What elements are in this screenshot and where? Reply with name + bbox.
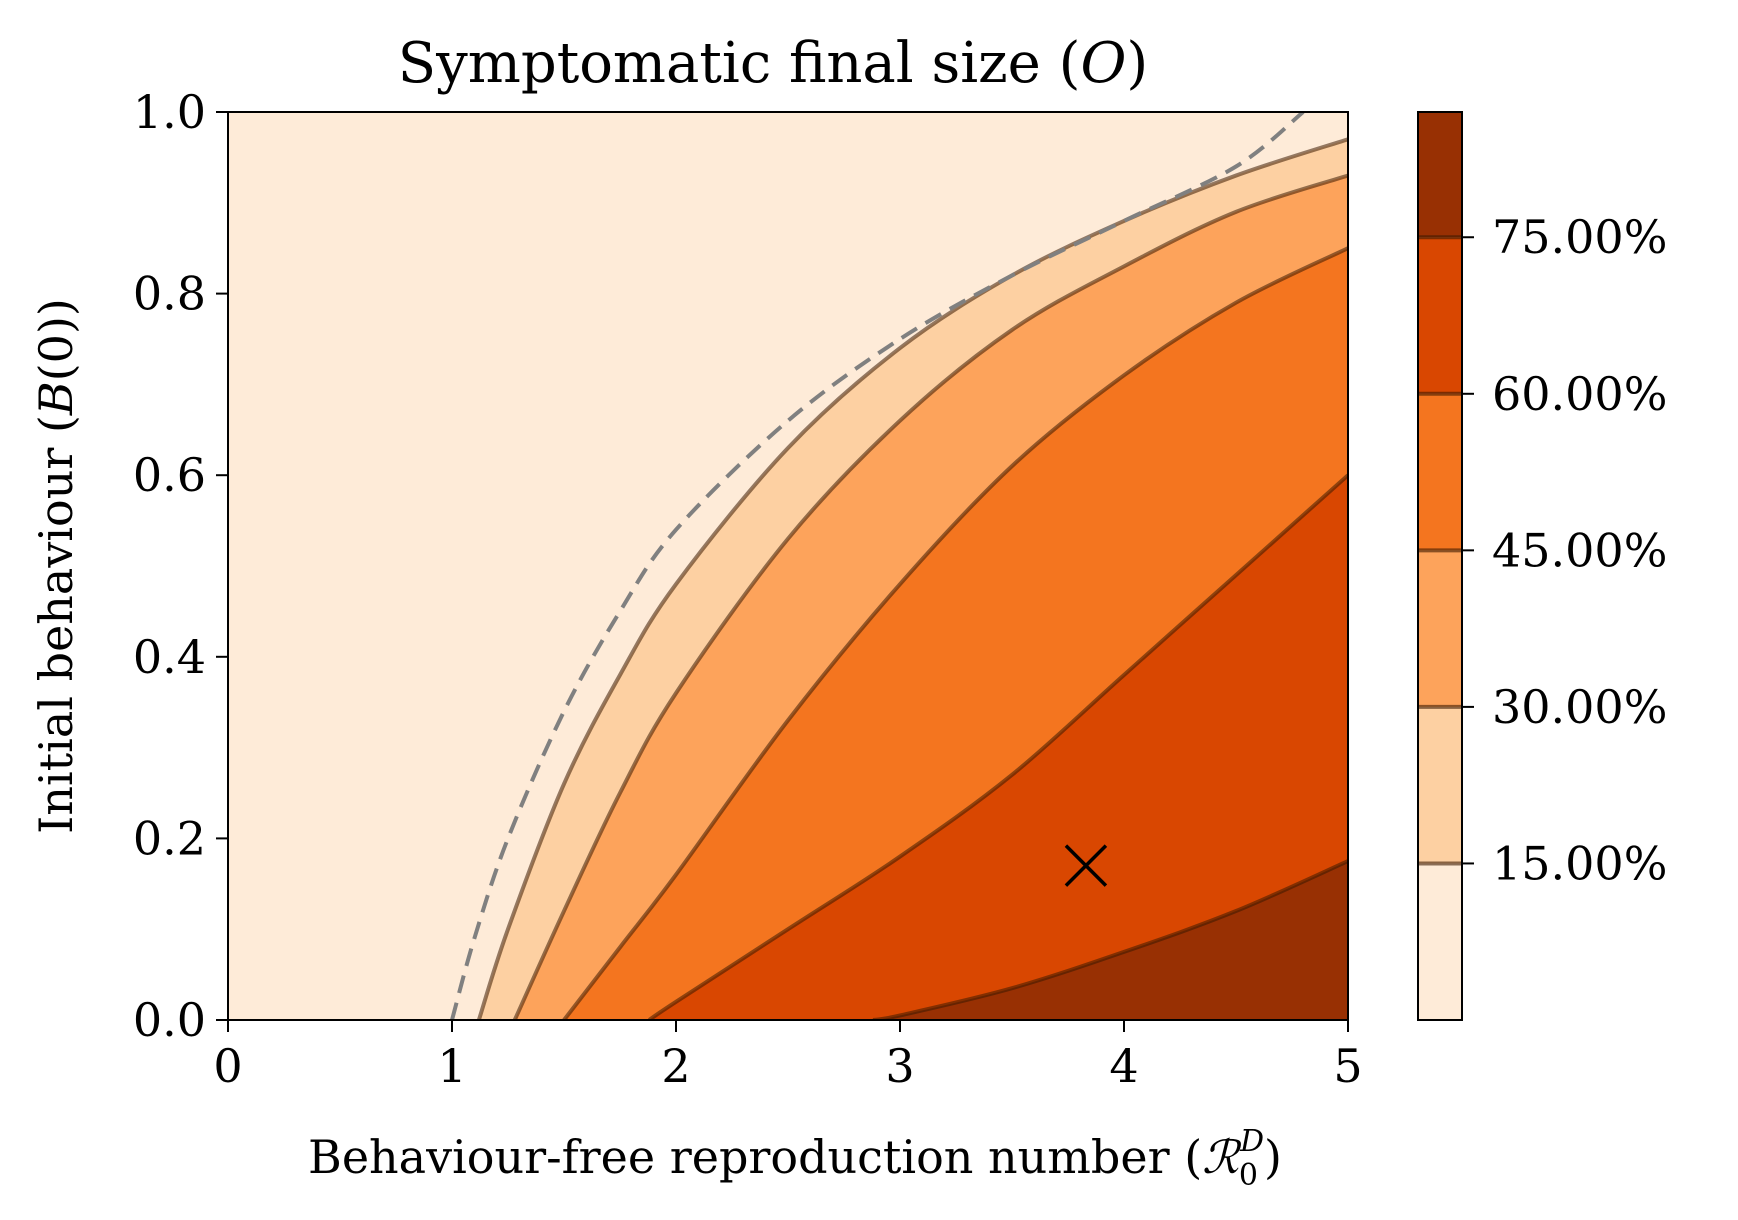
- x-tick-label: 0: [213, 1039, 242, 1093]
- colorbar-ticks: 15.00% 30.00% 45.00% 60.00% 75.00%: [1418, 210, 1667, 890]
- x-tick-label: 4: [1109, 1039, 1138, 1093]
- contour-line-0.3: [512, 173, 1348, 1020]
- y-axis: 0.0 0.2 0.4 0.6 0.8 1.0: [133, 85, 228, 1047]
- x-tick-label: 5: [1333, 1039, 1362, 1093]
- plot-frame: [227, 111, 1349, 1021]
- chart-title: Symptomatic final size (O): [398, 31, 1148, 96]
- colorbar-tick-label: 60.00%: [1492, 367, 1667, 421]
- colorbar-band-30-45%: [1418, 550, 1462, 707]
- x-tick-label: 1: [437, 1039, 466, 1093]
- colorbar-band-75%+: [1418, 112, 1462, 238]
- colorbar-tick-label: 75.00%: [1492, 210, 1667, 264]
- x-axis: 0 1 2 3 4 5: [213, 1020, 1363, 1093]
- contour-lines: [476, 137, 1348, 1020]
- colorbar-frame: [1417, 111, 1463, 1021]
- contour-line-0.75: [872, 859, 1348, 1020]
- plot-area: [227, 111, 1349, 1021]
- x-axis-label: Behaviour-free reproduction number (ℛ0D): [308, 1124, 1282, 1193]
- colorbar-tick-label: 45.00%: [1492, 523, 1667, 577]
- y-tick-label: 1.0: [133, 85, 206, 139]
- colorbar-tick-label: 15.00%: [1492, 836, 1667, 890]
- x-tick-label: 2: [661, 1039, 690, 1093]
- colorbar-band-45-60%: [1418, 393, 1462, 551]
- band-60-75%: [649, 475, 1348, 1020]
- y-tick-label: 0.4: [133, 630, 206, 684]
- contour-line-0.15: [476, 137, 1348, 1020]
- band-75%+: [873, 861, 1348, 1020]
- marker-x: [1064, 844, 1108, 887]
- colorbar-band-60-75%: [1418, 237, 1462, 394]
- colorbar-band-15-30%: [1418, 706, 1462, 864]
- y-tick-label: 0.0: [133, 993, 206, 1047]
- y-tick-label: 0.2: [133, 811, 206, 865]
- x-tick-label: 3: [885, 1039, 914, 1093]
- colorbar-tick-label: 30.00%: [1492, 680, 1667, 734]
- colorbar: 15.00% 30.00% 45.00% 60.00% 75.00%: [1417, 111, 1667, 1021]
- contour-line-0.6: [647, 473, 1348, 1020]
- contour-line-0.45: [562, 246, 1348, 1020]
- y-axis-label: Initial behaviour (B(0)): [29, 298, 83, 834]
- threshold-dashed-line: [450, 112, 1305, 1020]
- colorbar-band-0-15%: [1418, 863, 1462, 1020]
- y-tick-label: 0.6: [133, 448, 206, 502]
- marker-stroke-b: [1064, 844, 1108, 887]
- colorbar-bands: [1418, 112, 1462, 1020]
- y-tick-label: 0.8: [133, 267, 206, 321]
